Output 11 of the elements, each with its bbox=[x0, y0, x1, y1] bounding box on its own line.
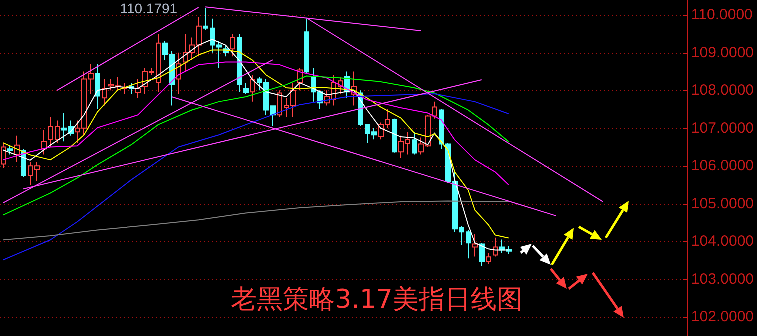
annotation: 110.1791 bbox=[120, 0, 178, 16]
y-tick-label: 104.0000 bbox=[691, 233, 754, 250]
text: 老黑策略3.17美指日线图 bbox=[231, 285, 523, 315]
y-tick-label: 103.0000 bbox=[691, 270, 754, 288]
y-tick-label: 106.0000 bbox=[691, 158, 754, 175]
y-tick-label: 109.0000 bbox=[691, 44, 754, 62]
y-tick-label: 108.0000 bbox=[691, 82, 754, 100]
y-tick-label: 110.0000 bbox=[691, 6, 753, 24]
y-tick-label: 102.0000 bbox=[691, 308, 754, 326]
y-tick-label: 105.0000 bbox=[691, 195, 754, 212]
y-tick-label: 107.0000 bbox=[691, 120, 754, 137]
